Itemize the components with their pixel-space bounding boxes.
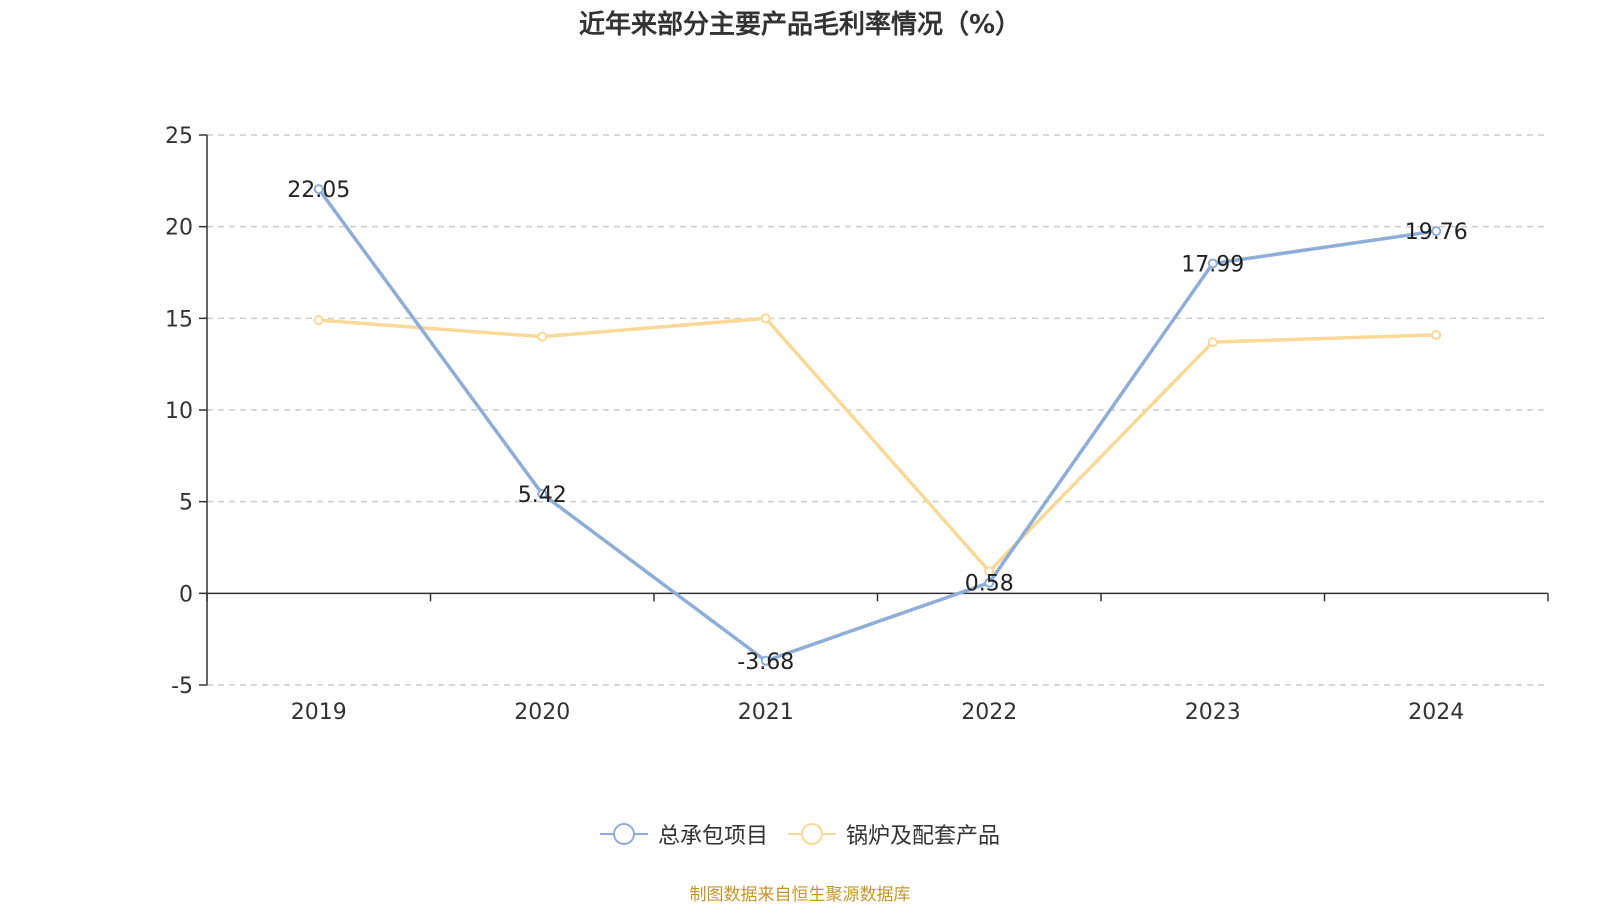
series-2-point: [1207, 337, 1218, 348]
x-tick-label: 2019: [291, 700, 347, 725]
data-label: -3.68: [737, 650, 794, 675]
y-tick-label: 20: [165, 216, 193, 241]
series-1-point: [1431, 226, 1442, 237]
data-label: 22.05: [287, 178, 350, 203]
grid-lines: [207, 134, 1548, 686]
legend-label-series-2: 锅炉及配套产品: [846, 824, 1001, 849]
x-tick-label: 2020: [514, 700, 570, 725]
axes: [199, 134, 1549, 686]
series-1-point: [760, 655, 771, 666]
y-tick-label: 10: [165, 399, 193, 424]
series-line-2: [318, 316, 1437, 574]
x-tick-labels: 2019 2020 2021 2022 2023 2024: [291, 700, 1465, 725]
series-1-point: [537, 488, 548, 499]
series-lines: [313, 184, 1442, 666]
legend-swatch-series-1: [599, 823, 648, 845]
x-tick-label: 2022: [961, 700, 1017, 725]
series-2-point: [313, 315, 324, 326]
y-tick-label: 5: [179, 491, 193, 516]
data-labels: 22.05 5.42 -3.68 0.58 17.99 19.76: [287, 178, 1467, 675]
y-tick-label: 15: [165, 307, 193, 332]
x-tick-label: 2023: [1185, 700, 1241, 725]
series-2-point: [537, 331, 548, 342]
data-label: 0.58: [965, 572, 1014, 597]
x-tick-label: 2021: [738, 700, 794, 725]
legend-item-series-1[interactable]: 总承包项目: [599, 818, 768, 850]
series-1-point: [313, 184, 324, 195]
legend: 总承包项目 锅炉及配套产品: [0, 818, 1600, 850]
line-chart: -5 0 5 10 15 20 25 2019 2020 2021 2022 2023 2024 22…: [165, 124, 1549, 725]
legend-item-series-2[interactable]: 锅炉及配套产品: [788, 818, 1000, 850]
source-note: 制图数据来自恒生聚源数据库: [689, 885, 911, 905]
legend-label-series-1: 总承包项目: [657, 824, 768, 849]
x-tick-label: 2024: [1408, 700, 1464, 725]
data-label: 19.76: [1405, 220, 1468, 245]
series-1-point: [984, 577, 995, 588]
y-tick-labels: -5 0 5 10 15 20 25: [165, 124, 193, 699]
series-2-point: [760, 313, 771, 324]
legend-swatch-series-2: [788, 823, 836, 845]
y-tick-label: 0: [179, 582, 193, 607]
series-line-1: [317, 188, 1437, 663]
series-2-point: [1431, 329, 1442, 340]
chart-title: 近年来部分主要产品毛利率情况（%）: [578, 10, 1022, 40]
series-1-point: [1207, 258, 1218, 269]
data-label: 5.42: [518, 483, 567, 508]
data-label: 17.99: [1181, 253, 1244, 278]
y-tick-label: -5: [171, 674, 193, 699]
series-2-point: [984, 566, 995, 577]
y-tick-label: 25: [165, 124, 193, 149]
